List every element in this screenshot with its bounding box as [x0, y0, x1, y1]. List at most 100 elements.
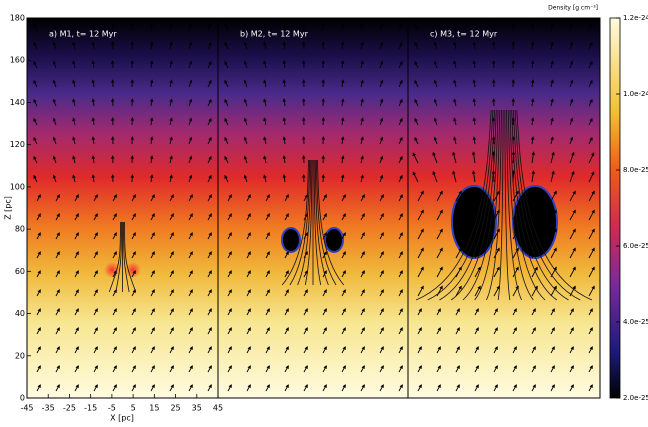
- field-arrow: [131, 270, 136, 278]
- field-arrow: [455, 365, 460, 373]
- field-arrow: [491, 170, 496, 183]
- field-arrow: [282, 79, 287, 88]
- field-arrow: [263, 117, 267, 126]
- field-arrow: [569, 170, 575, 183]
- field-arrow: [433, 22, 438, 31]
- x-tick-label: -45: [20, 404, 33, 413]
- field-arrow: [188, 232, 193, 240]
- field-arrow: [265, 232, 270, 240]
- hot-blob: [125, 262, 141, 278]
- field-arrow: [149, 98, 154, 107]
- field-arrow: [493, 365, 498, 373]
- field-arrow: [531, 308, 536, 316]
- field-arrow: [569, 98, 574, 107]
- panel-label: c) M3, t= 12 Myr: [430, 30, 498, 39]
- field-arrow: [398, 117, 403, 126]
- field-arrow: [588, 60, 593, 69]
- field-arrow: [453, 117, 457, 126]
- field-arrow: [284, 308, 289, 316]
- colorbar-title: Density [g cm⁻³]: [548, 5, 598, 12]
- field-arrow: [398, 365, 403, 373]
- field-arrow: [36, 308, 41, 316]
- field-arrow: [33, 98, 38, 107]
- field-arrow: [569, 79, 574, 88]
- field-line: [297, 159, 312, 286]
- field-arrow: [360, 41, 364, 50]
- field-arrow: [36, 251, 41, 259]
- field-arrow: [263, 41, 267, 50]
- field-arrow: [284, 213, 289, 221]
- field-arrow: [72, 136, 76, 145]
- field-arrow: [512, 346, 517, 354]
- field-arrow: [188, 155, 193, 164]
- field-arrow: [131, 384, 136, 392]
- field-arrow: [341, 232, 346, 240]
- field-arrow: [72, 22, 76, 31]
- field-arrow: [74, 346, 79, 354]
- panel-a-map: [27, 18, 218, 398]
- field-arrow: [52, 41, 57, 50]
- field-arrow: [322, 289, 327, 297]
- field-arrow: [588, 346, 593, 354]
- field-arrow: [360, 365, 365, 373]
- field-arrow: [303, 270, 308, 278]
- field-arrow: [91, 155, 96, 164]
- field-arrow: [550, 285, 557, 297]
- field-arrow: [74, 270, 79, 278]
- field-arrow: [207, 60, 212, 69]
- field-arrow: [188, 117, 193, 126]
- field-arrow: [455, 247, 462, 259]
- field-arrow: [379, 41, 384, 50]
- field-arrow: [93, 232, 98, 240]
- field-arrow: [512, 327, 517, 335]
- field-arrow: [453, 41, 457, 50]
- field-arrow: [433, 41, 438, 50]
- field-arrow: [112, 365, 117, 373]
- field-arrow: [398, 384, 403, 392]
- field-arrow: [379, 136, 384, 145]
- field-arrow: [569, 41, 574, 50]
- field-arrow: [414, 60, 419, 69]
- field-arrow: [433, 79, 438, 88]
- frame: [26, 17, 601, 399]
- field-arrow: [414, 98, 419, 107]
- field-arrow: [282, 22, 287, 31]
- field-arrow: [417, 365, 422, 373]
- field-arrow: [360, 155, 364, 164]
- field-arrow: [243, 22, 248, 31]
- field-arrow: [74, 194, 79, 202]
- field-arrow: [531, 365, 536, 373]
- field-line: [304, 159, 313, 286]
- field-arrow: [131, 346, 136, 354]
- field-arrow: [379, 98, 384, 107]
- field-arrow: [169, 22, 173, 31]
- field-arrow: [33, 136, 38, 145]
- field-line: [507, 109, 534, 301]
- field-arrow: [207, 136, 212, 145]
- field-arrow: [207, 98, 212, 107]
- field-line: [504, 109, 511, 301]
- field-arrow: [227, 194, 232, 202]
- field-arrow: [379, 346, 384, 354]
- field-arrow: [569, 308, 574, 316]
- field-arrow: [340, 155, 345, 164]
- field-arrow: [284, 232, 289, 240]
- field-arrow: [398, 327, 403, 335]
- field-arrow: [303, 384, 308, 392]
- field-arrow: [72, 60, 76, 69]
- field-arrow: [246, 213, 251, 221]
- field-arrow: [433, 60, 438, 69]
- field-arrow: [474, 247, 481, 259]
- field-arrow: [550, 346, 555, 354]
- field-arrow: [341, 213, 346, 221]
- field-arrow: [207, 251, 212, 259]
- field-arrow: [131, 251, 136, 259]
- field-arrow: [417, 346, 422, 354]
- field-arrow: [550, 151, 555, 164]
- field-arrow: [414, 117, 419, 126]
- field-arrow: [569, 327, 574, 335]
- field-arrow: [379, 60, 384, 69]
- field-arrow: [169, 327, 174, 335]
- field-arrow: [150, 251, 155, 259]
- field-arrow: [588, 117, 593, 126]
